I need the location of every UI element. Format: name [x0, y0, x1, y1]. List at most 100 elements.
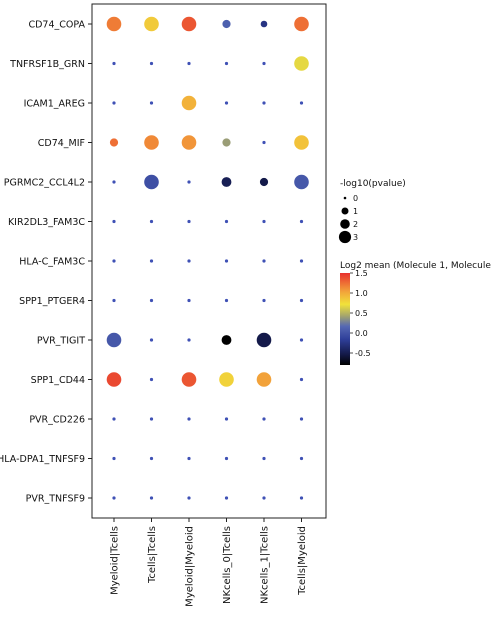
data-point: [187, 219, 191, 224]
data-point: [299, 219, 304, 224]
size-legend-marker: [338, 230, 352, 244]
color-legend-title: Log2 mean (Molecule 1, Molecule 2): [340, 261, 494, 271]
data-point: [106, 372, 122, 387]
y-tick-label: KIR2DL3_FAM3C: [8, 217, 85, 228]
data-point: [299, 417, 304, 421]
data-point: [256, 332, 272, 348]
data-point: [260, 20, 268, 28]
x-tick-label: Tcells|Myeloid: [297, 526, 308, 596]
y-tick-label: ICAM1_AREG: [24, 99, 85, 110]
x-tick-label: NKcells_1|Tcells: [260, 526, 271, 604]
y-tick-label: PVR_TNFSF9: [26, 494, 85, 505]
data-point: [262, 417, 266, 421]
y-tick-label: HLA-DPA1_TNFSF9: [0, 454, 85, 465]
data-point: [187, 259, 191, 263]
data-point: [299, 377, 304, 382]
data-point: [181, 135, 197, 150]
data-point: [299, 298, 304, 303]
data-point: [144, 135, 159, 150]
data-point: [109, 138, 119, 147]
data-point: [262, 259, 266, 263]
size-legend-label: 0: [353, 194, 358, 203]
color-legend: Log2 mean (Molecule 1, Molecule 2) 1.5 1.…: [340, 261, 494, 365]
data-point: [222, 138, 231, 147]
data-point: [106, 16, 122, 32]
data-point: [299, 259, 304, 263]
y-tick-label: HLA-C_FAM3C: [19, 257, 85, 268]
size-legend-label: 2: [353, 220, 358, 229]
size-legend-marker: [341, 207, 349, 215]
data-point: [187, 338, 191, 342]
data-point: [262, 456, 266, 461]
data-point: [112, 496, 116, 500]
data-point: [149, 377, 154, 382]
y-axis: CD74_COPA TNFRSF1B_GRN ICAM1_AREG CD74_MIF P…: [0, 20, 92, 505]
data-point: [262, 61, 266, 66]
data-point: [222, 19, 231, 29]
data-point: [294, 16, 309, 32]
size-legend-label: 1: [353, 207, 358, 216]
data-point: [224, 259, 229, 263]
data-point: [221, 177, 232, 187]
data-point: [299, 456, 304, 461]
data-point: [149, 101, 154, 105]
data-point: [112, 456, 116, 461]
data-point: [181, 95, 197, 111]
data-point: [262, 298, 266, 303]
y-tick-label: CD74_MIF: [38, 138, 85, 149]
y-tick-label: SPP1_PTGER4: [19, 296, 85, 307]
data-point: [224, 61, 229, 66]
data-point: [299, 338, 304, 342]
data-point: [181, 372, 197, 387]
data-point: [149, 417, 154, 421]
data-point: [144, 16, 159, 32]
data-points: [106, 16, 309, 500]
data-point: [224, 417, 229, 421]
size-legend: -log10(pvalue) 0 1 2 3: [338, 179, 406, 244]
x-axis: Myeloid|Tcells Tcells|Tcells Myeloid|Myelo…: [110, 518, 308, 607]
colorbar-tick-label: 1.0: [355, 289, 368, 298]
x-tick-label: Tcells|Tcells: [147, 526, 158, 584]
data-point: [224, 456, 229, 461]
data-point: [262, 140, 266, 145]
colorbar: [340, 273, 350, 365]
data-point: [294, 135, 309, 150]
data-point: [112, 180, 116, 184]
data-point: [112, 61, 116, 66]
colorbar-tick-label: 1.5: [355, 269, 368, 278]
x-tick-label: Myeloid|Myeloid: [185, 526, 196, 607]
data-point: [262, 101, 266, 105]
data-point: [299, 496, 304, 500]
y-tick-label: TNFRSF1B_GRN: [9, 59, 85, 70]
data-point: [294, 174, 309, 190]
y-tick-label: PVR_CD226: [29, 415, 85, 426]
data-point: [187, 417, 191, 421]
data-point: [187, 496, 191, 500]
data-point: [299, 101, 304, 105]
y-tick-label: CD74_COPA: [28, 20, 85, 31]
data-point: [112, 259, 116, 263]
data-point: [221, 335, 232, 345]
data-point: [187, 456, 191, 461]
data-point: [149, 496, 154, 500]
size-legend-title: -log10(pvalue): [340, 179, 406, 189]
colorbar-tick-label: -0.5: [355, 349, 371, 358]
data-point: [256, 372, 272, 387]
data-point: [262, 496, 266, 500]
size-legend-marker: [343, 196, 347, 200]
x-tick-label: Myeloid|Tcells: [110, 526, 121, 595]
data-point: [224, 101, 229, 105]
data-point: [181, 16, 197, 32]
colorbar-tick-label: 0.5: [355, 309, 368, 318]
data-point: [224, 298, 229, 303]
data-point: [149, 219, 154, 224]
data-point: [149, 456, 154, 461]
data-point: [149, 61, 154, 66]
data-point: [187, 298, 191, 303]
plot-frame: [91, 3, 327, 519]
data-point: [259, 177, 269, 187]
data-point: [294, 56, 309, 71]
data-point: [144, 174, 159, 190]
data-point: [149, 259, 154, 263]
data-point: [187, 61, 191, 66]
